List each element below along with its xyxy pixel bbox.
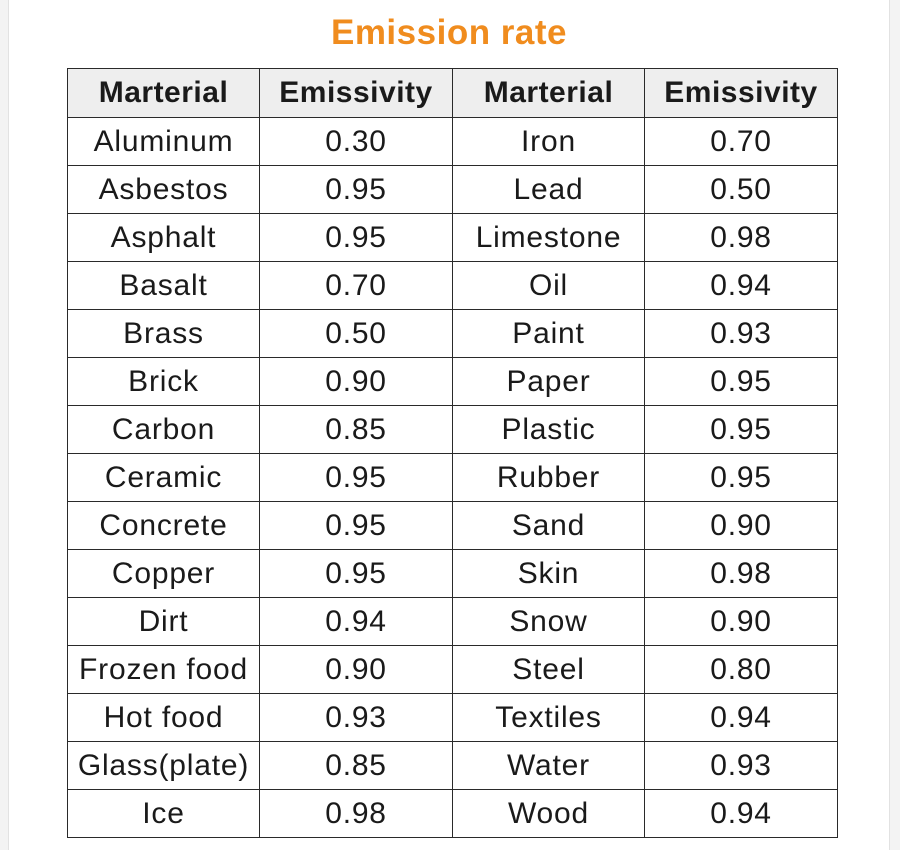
material-left-cell: Ice <box>67 789 260 838</box>
emissivity-right-cell: 0.94 <box>644 789 838 838</box>
emissivity-right-cell: 0.90 <box>644 501 838 550</box>
emissivity-left-cell: 0.90 <box>259 645 453 694</box>
material-right-cell: Lead <box>452 165 645 214</box>
table-row: Frozen food 0.90 Steel 0.80 <box>67 645 838 694</box>
emissivity-right-cell: 0.93 <box>644 741 838 790</box>
emissivity-right-cell: 0.93 <box>644 309 838 358</box>
emissivity-right-cell: 0.98 <box>644 213 838 262</box>
emissivity-left-cell: 0.95 <box>259 501 453 550</box>
material-left-cell: Brick <box>67 357 260 406</box>
material-left-cell: Ceramic <box>67 453 260 502</box>
table-row: Hot food 0.93 Textiles 0.94 <box>67 693 838 742</box>
emissivity-right-cell: 0.70 <box>644 117 838 166</box>
emissivity-left-cell: 0.85 <box>259 741 453 790</box>
emissivity-right-cell: 0.50 <box>644 165 838 214</box>
material-right-cell: Iron <box>452 117 645 166</box>
emissivity-left-cell: 0.70 <box>259 261 453 310</box>
material-left-cell: Copper <box>67 549 260 598</box>
emissivity-right-cell: 0.95 <box>644 357 838 406</box>
table-row: Carbon 0.85 Plastic 0.95 <box>67 405 838 454</box>
material-right-cell: Rubber <box>452 453 645 502</box>
emissivity-right-cell: 0.94 <box>644 261 838 310</box>
table-row: Ceramic 0.95 Rubber 0.95 <box>67 453 838 502</box>
table-row: Glass(plate) 0.85 Water 0.93 <box>67 741 838 790</box>
emissivity-right-cell: 0.95 <box>644 405 838 454</box>
table-row: Copper 0.95 Skin 0.98 <box>67 549 838 598</box>
table-row: Asbestos 0.95 Lead 0.50 <box>67 165 838 214</box>
emissivity-left-cell: 0.50 <box>259 309 453 358</box>
emissivity-right-cell: 0.80 <box>644 645 838 694</box>
content-card: Emission rate Marterial Emissivity Marte… <box>8 0 890 850</box>
table-row: Dirt 0.94 Snow 0.90 <box>67 597 838 646</box>
header-material-left: Marterial <box>67 68 260 118</box>
material-left-cell: Frozen food <box>67 645 260 694</box>
emissivity-left-cell: 0.85 <box>259 405 453 454</box>
table-row: Concrete 0.95 Sand 0.90 <box>67 501 838 550</box>
table-row: Brass 0.50 Paint 0.93 <box>67 309 838 358</box>
emissivity-left-cell: 0.95 <box>259 453 453 502</box>
material-left-cell: Brass <box>67 309 260 358</box>
emissivity-left-cell: 0.95 <box>259 213 453 262</box>
emissivity-right-cell: 0.95 <box>644 453 838 502</box>
material-left-cell: Carbon <box>67 405 260 454</box>
header-emissivity-right: Emissivity <box>644 68 838 118</box>
material-left-cell: Aluminum <box>67 117 260 166</box>
emissivity-left-cell: 0.98 <box>259 789 453 838</box>
material-right-cell: Paint <box>452 309 645 358</box>
material-left-cell: Asbestos <box>67 165 260 214</box>
material-left-cell: Concrete <box>67 501 260 550</box>
header-material-right: Marterial <box>452 68 645 118</box>
table-row: Asphalt 0.95 Limestone 0.98 <box>67 213 838 262</box>
material-right-cell: Wood <box>452 789 645 838</box>
emissivity-left-cell: 0.95 <box>259 549 453 598</box>
material-right-cell: Textiles <box>452 693 645 742</box>
table-header-row: Marterial Emissivity Marterial Emissivit… <box>67 68 838 118</box>
material-right-cell: Water <box>452 741 645 790</box>
table-row: Basalt 0.70 Oil 0.94 <box>67 261 838 310</box>
material-right-cell: Plastic <box>452 405 645 454</box>
emissivity-right-cell: 0.94 <box>644 693 838 742</box>
material-left-cell: Basalt <box>67 261 260 310</box>
material-right-cell: Sand <box>452 501 645 550</box>
material-right-cell: Skin <box>452 549 645 598</box>
material-left-cell: Hot food <box>67 693 260 742</box>
emissivity-table: Marterial Emissivity Marterial Emissivit… <box>67 68 838 838</box>
page-title: Emission rate <box>330 13 568 52</box>
table-body: Aluminum 0.30 Iron 0.70 Asbestos 0.95 Lead 0.50… <box>67 117 838 838</box>
table-row: Brick 0.90 Paper 0.95 <box>67 357 838 406</box>
header-emissivity-left: Emissivity <box>259 68 453 118</box>
material-left-cell: Glass(plate) <box>67 741 260 790</box>
emissivity-right-cell: 0.98 <box>644 549 838 598</box>
emissivity-left-cell: 0.95 <box>259 165 453 214</box>
material-right-cell: Oil <box>452 261 645 310</box>
material-right-cell: Paper <box>452 357 645 406</box>
emissivity-left-cell: 0.93 <box>259 693 453 742</box>
material-right-cell: Limestone <box>452 213 645 262</box>
material-left-cell: Dirt <box>67 597 260 646</box>
table-row: Aluminum 0.30 Iron 0.70 <box>67 117 838 166</box>
emissivity-right-cell: 0.90 <box>644 597 838 646</box>
material-right-cell: Steel <box>452 645 645 694</box>
table-row: Ice 0.98 Wood 0.94 <box>67 789 838 838</box>
emissivity-left-cell: 0.94 <box>259 597 453 646</box>
emissivity-left-cell: 0.90 <box>259 357 453 406</box>
emissivity-left-cell: 0.30 <box>259 117 453 166</box>
material-right-cell: Snow <box>452 597 645 646</box>
material-left-cell: Asphalt <box>67 213 260 262</box>
